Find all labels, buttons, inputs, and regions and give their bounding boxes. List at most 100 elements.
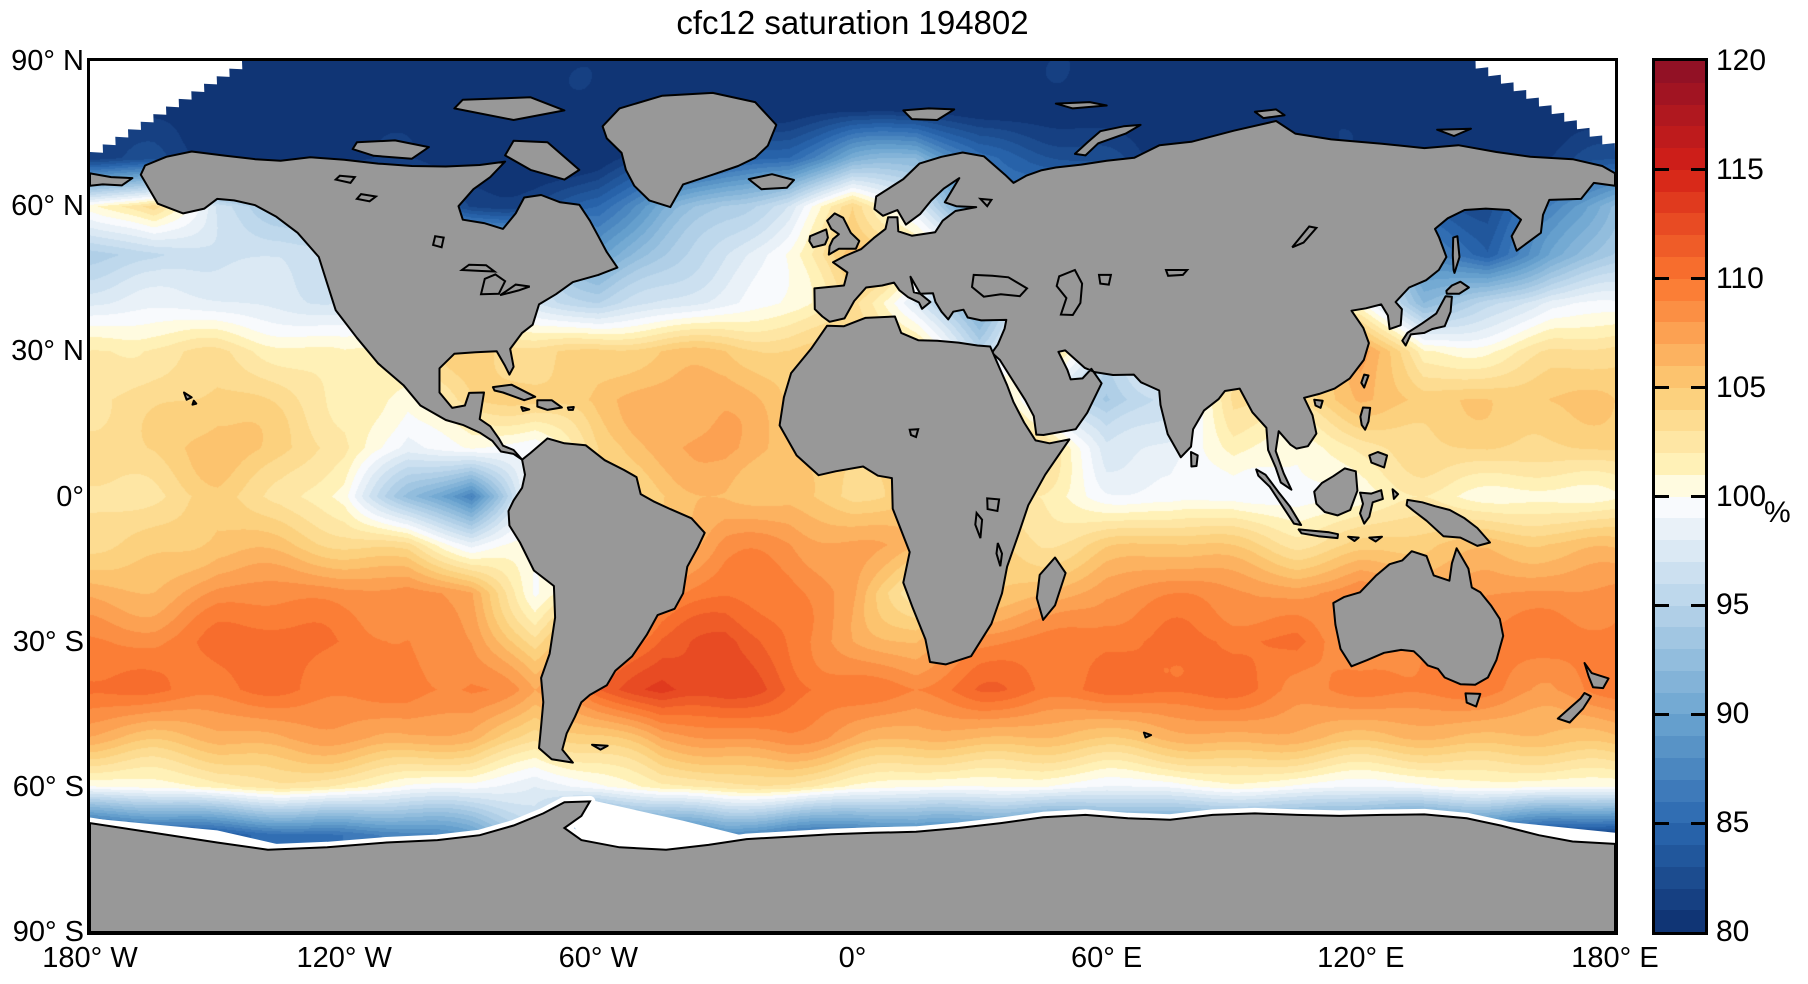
colorbar-segment (1655, 736, 1705, 758)
lake-outline (1291, 225, 1319, 249)
colorbar-segment (1655, 605, 1705, 628)
lake-outline (479, 273, 507, 296)
colorbar-segment (1655, 910, 1705, 933)
lake-outline (499, 283, 531, 297)
landmass (139, 150, 619, 461)
lon-tick-label: 120° W (296, 942, 392, 974)
colorbar-unit-label: % (1764, 496, 1791, 529)
landmass (813, 120, 1615, 491)
landmass (591, 743, 609, 751)
lake-outline (1097, 273, 1113, 286)
projection-fan-right (1463, 61, 1615, 152)
lake-outline (1055, 268, 1084, 317)
lon-tick-label: 60° E (1071, 942, 1143, 974)
lat-tick-label: 60° N (11, 190, 84, 223)
colorbar-tick (1655, 712, 1669, 716)
colorbar-segment (1655, 540, 1705, 562)
landmass (1401, 295, 1453, 347)
colorbar-tick-label: 90 (1716, 697, 1750, 731)
colorbar-tick (1691, 277, 1705, 281)
colorbar-segment (1655, 561, 1705, 584)
lat-tick-label: 0° (56, 480, 84, 513)
lat-tick-label: 90° N (11, 45, 84, 77)
landmass (1313, 467, 1359, 517)
landmass (826, 212, 861, 256)
colorbar-tick (1691, 495, 1705, 498)
lake-outline (459, 263, 498, 273)
colorbar-segment (1655, 474, 1705, 497)
landmass (191, 399, 198, 406)
landmass (1332, 547, 1505, 686)
continent-antarctica (90, 800, 1615, 932)
lon-tick-label: 180° E (1571, 942, 1659, 974)
landmass (504, 139, 581, 181)
landmass (902, 107, 956, 121)
colorbar-tick (1691, 821, 1705, 825)
landmass (1073, 123, 1142, 157)
colorbar-segment (1655, 82, 1705, 105)
landmass (1359, 489, 1384, 525)
colorbar-segment (1655, 387, 1705, 410)
landmass (1368, 451, 1389, 469)
colorbar-tick-label: 95 (1716, 588, 1750, 622)
landmass (1253, 108, 1286, 120)
landmass (566, 406, 575, 411)
landmass (1313, 398, 1324, 409)
colorbar-tick-label: 115 (1716, 152, 1764, 186)
colorbar-tick (1655, 277, 1669, 281)
colorbar-segment (1655, 649, 1705, 671)
lake-outline (970, 273, 1029, 298)
landmass (536, 399, 563, 411)
landmass (1255, 468, 1303, 526)
lat-tick-label: 30° N (11, 335, 84, 368)
lon-tick-label: 120° E (1317, 942, 1405, 974)
colorbar-tick (1655, 495, 1669, 498)
colorbar-segment (1655, 583, 1705, 606)
landmass (1142, 731, 1153, 739)
lat-tick-label: 60° S (12, 770, 84, 803)
colorbar-tick-label: 105 (1716, 370, 1767, 404)
colorbar-tick-label: 110 (1716, 261, 1764, 295)
colorbar-tick-label: 120 (1716, 44, 1767, 77)
colorbar-segment (1655, 496, 1705, 519)
colorbar-segment (1655, 365, 1705, 388)
lake-outline (986, 497, 1001, 513)
colorbar-segment (1655, 801, 1705, 824)
landmass (1297, 528, 1339, 540)
landmass (1556, 692, 1592, 724)
landmass (747, 173, 795, 191)
colorbar-segment (1655, 148, 1705, 170)
landmass (1464, 692, 1482, 708)
lake-outline (974, 510, 984, 539)
landmass (1054, 101, 1108, 110)
colorbar-segment (1655, 191, 1705, 214)
lake-outline (1164, 269, 1190, 277)
colorbar-tick-label: 80 (1716, 915, 1750, 948)
landmass (1360, 373, 1370, 389)
colorbar-tick-label: 85 (1716, 806, 1750, 840)
landmass (453, 96, 566, 121)
lake-outline (908, 428, 920, 439)
lake-outline (333, 174, 357, 185)
landmass (520, 406, 531, 412)
colorbar-tick (1691, 603, 1705, 607)
colorbar-tick (1691, 168, 1705, 172)
colorbar-segment (1655, 518, 1705, 541)
colorbar-segment (1655, 431, 1705, 454)
landmass (778, 315, 1071, 666)
colorbar-segment (1655, 169, 1705, 192)
lake-outline (995, 542, 1004, 567)
colorbar-tick (1691, 712, 1705, 716)
colorbar-segment (1655, 670, 1705, 693)
colorbar-tick (1655, 386, 1669, 390)
colorbar-tick (1691, 386, 1705, 390)
lat-tick-label: 30° S (12, 625, 84, 658)
colorbar-segment (1655, 126, 1705, 149)
landmass (601, 91, 778, 209)
colorbar-segment (1655, 823, 1705, 846)
colorbar-tick-label: 100 (1716, 479, 1767, 513)
landmass (808, 228, 829, 249)
colorbar-segment (1655, 409, 1705, 432)
landmass (1405, 498, 1491, 547)
landmass (1583, 662, 1610, 690)
